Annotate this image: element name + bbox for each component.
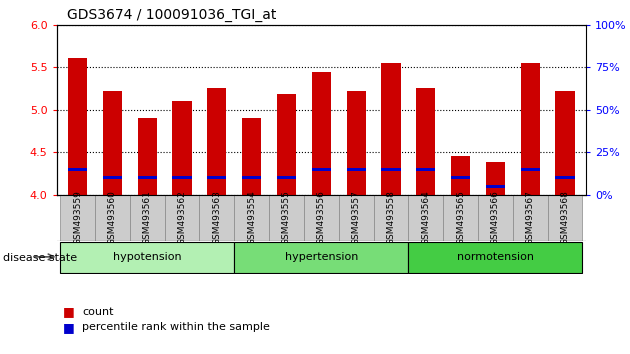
Bar [234,195,269,241]
Text: count: count [82,307,113,316]
Text: GDS3674 / 100091036_TGI_at: GDS3674 / 100091036_TGI_at [67,8,277,22]
Bar [451,176,470,179]
Text: disease state: disease state [3,253,77,263]
Bar [277,176,296,179]
Text: GSM493561: GSM493561 [143,190,152,245]
Bar [68,167,87,171]
Text: GSM493559: GSM493559 [73,190,82,245]
Bar [374,195,408,241]
Bar [381,63,401,195]
Bar [339,195,374,241]
Bar [346,91,365,195]
Bar [234,242,408,273]
Bar [346,167,365,171]
Bar [137,118,157,195]
Bar [200,195,234,241]
Bar [416,167,435,171]
Bar [60,242,234,273]
Bar [173,101,192,195]
Text: GSM493557: GSM493557 [352,190,360,245]
Text: GSM493565: GSM493565 [456,190,465,245]
Text: GSM493564: GSM493564 [421,190,430,245]
Bar [312,72,331,195]
Bar [207,176,226,179]
Bar [304,195,339,241]
Text: GSM493556: GSM493556 [317,190,326,245]
Bar [416,88,435,195]
Text: percentile rank within the sample: percentile rank within the sample [82,322,270,332]
Text: GSM493562: GSM493562 [178,190,186,245]
Text: GSM493567: GSM493567 [525,190,535,245]
Text: GSM493566: GSM493566 [491,190,500,245]
Bar [408,195,443,241]
Text: GSM493555: GSM493555 [282,190,291,245]
Bar [164,195,200,241]
Bar [68,58,87,195]
Text: GSM493560: GSM493560 [108,190,117,245]
Bar [103,91,122,195]
Bar [408,242,582,273]
Text: GSM493558: GSM493558 [386,190,396,245]
Bar [556,91,575,195]
Text: GSM493554: GSM493554 [247,190,256,245]
Bar [520,63,540,195]
Bar [242,118,261,195]
Text: hypertension: hypertension [285,252,358,262]
Bar [173,176,192,179]
Bar [242,176,261,179]
Bar [277,95,296,195]
Bar [556,176,575,179]
Bar [451,156,470,195]
Bar [269,195,304,241]
Bar [207,88,226,195]
Text: GSM493563: GSM493563 [212,190,221,245]
Text: ■: ■ [63,305,75,318]
Bar [520,167,540,171]
Bar [312,167,331,171]
Bar [130,195,164,241]
Text: hypotension: hypotension [113,252,181,262]
Bar [478,195,513,241]
Bar [381,167,401,171]
Text: normotension: normotension [457,252,534,262]
Bar [547,195,582,241]
Bar [486,184,505,188]
Text: ■: ■ [63,321,75,334]
Bar [137,176,157,179]
Bar [443,195,478,241]
Bar [486,162,505,195]
Bar [513,195,547,241]
Bar [95,195,130,241]
Text: GSM493568: GSM493568 [561,190,570,245]
Bar [60,195,95,241]
Bar [103,176,122,179]
